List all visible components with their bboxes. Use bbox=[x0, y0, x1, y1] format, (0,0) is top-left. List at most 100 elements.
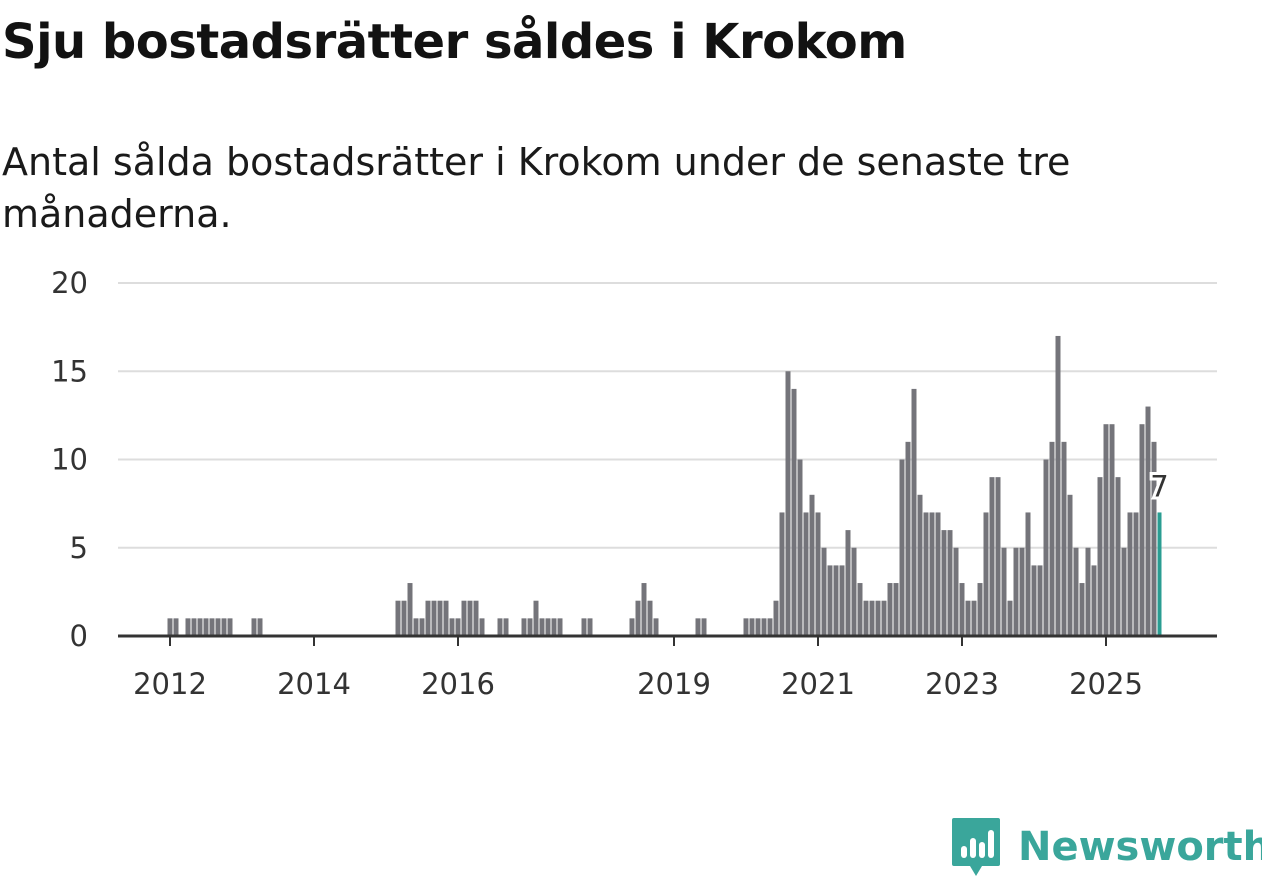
bar bbox=[461, 600, 467, 636]
x-tick-label: 2014 bbox=[277, 667, 351, 701]
bar bbox=[521, 618, 527, 636]
bar bbox=[845, 530, 851, 636]
bar bbox=[989, 477, 995, 636]
bar bbox=[839, 565, 845, 636]
bar bbox=[557, 618, 563, 636]
newsworthy-logo[interactable]: Newsworthy bbox=[950, 816, 1262, 878]
bar bbox=[809, 494, 815, 636]
bar bbox=[887, 583, 893, 636]
bar bbox=[533, 600, 539, 636]
bar bbox=[1055, 335, 1061, 636]
bar bbox=[779, 512, 785, 636]
bar bbox=[995, 477, 1001, 636]
bar bbox=[215, 618, 221, 636]
x-tick-label: 2012 bbox=[133, 667, 207, 701]
bar bbox=[971, 600, 977, 636]
bar bbox=[581, 618, 587, 636]
bar bbox=[473, 600, 479, 636]
bar bbox=[941, 530, 947, 636]
bar bbox=[1127, 512, 1133, 636]
bar bbox=[875, 600, 881, 636]
bar bbox=[869, 600, 875, 636]
bar bbox=[773, 600, 779, 636]
bar bbox=[1019, 547, 1025, 636]
bar bbox=[1133, 512, 1139, 636]
bar bbox=[959, 583, 965, 636]
bar bbox=[977, 583, 983, 636]
bar bbox=[497, 618, 503, 636]
bar bbox=[1037, 565, 1043, 636]
bar bbox=[857, 583, 863, 636]
chart-subtitle: Antal sålda bostadsrätter i Krokom under… bbox=[2, 140, 1071, 236]
x-tick-label: 2025 bbox=[1069, 667, 1143, 701]
bar bbox=[785, 371, 791, 636]
bar bbox=[539, 618, 545, 636]
bar bbox=[413, 618, 419, 636]
bar bbox=[1103, 424, 1109, 636]
x-tick-label: 2016 bbox=[421, 667, 495, 701]
bar bbox=[893, 583, 899, 636]
bar bbox=[1091, 565, 1097, 636]
bar bbox=[407, 583, 413, 636]
bar bbox=[911, 388, 917, 636]
bar bbox=[449, 618, 455, 636]
bar bbox=[965, 600, 971, 636]
bar bbox=[947, 530, 953, 636]
bar bbox=[701, 618, 707, 636]
bar bbox=[761, 618, 767, 636]
bar bbox=[551, 618, 557, 636]
x-tick-label: 2021 bbox=[781, 667, 855, 701]
bar bbox=[803, 512, 809, 636]
bar bbox=[863, 600, 869, 636]
bar bbox=[479, 618, 485, 636]
brand-name: Newsworthy bbox=[1018, 824, 1262, 870]
bar bbox=[185, 618, 191, 636]
bar bbox=[437, 600, 443, 636]
bar bbox=[395, 600, 401, 636]
bar bbox=[653, 618, 659, 636]
bar bbox=[203, 618, 209, 636]
bar bbox=[527, 618, 533, 636]
bar-chart: 0 5 10 15 20 2012 2014 2016 2019 2021 2023 2025 7 bbox=[51, 266, 1217, 701]
bar bbox=[191, 618, 197, 636]
bar bbox=[425, 600, 431, 636]
latest-value-label: 7 bbox=[1150, 469, 1168, 503]
bar bbox=[851, 547, 857, 636]
y-tick-label: 0 bbox=[70, 619, 88, 653]
bar bbox=[1043, 459, 1049, 636]
bar bbox=[587, 618, 593, 636]
bar bbox=[917, 494, 923, 636]
bar bbox=[1031, 565, 1037, 636]
y-tick-label: 15 bbox=[51, 354, 88, 388]
bar bbox=[431, 600, 437, 636]
bar bbox=[797, 459, 803, 636]
bar bbox=[935, 512, 941, 636]
bar bbox=[209, 618, 215, 636]
bar bbox=[953, 547, 959, 636]
bar bbox=[1049, 441, 1055, 636]
bar bbox=[1109, 424, 1115, 636]
bar bbox=[443, 600, 449, 636]
bar bbox=[815, 512, 821, 636]
bar bbox=[1013, 547, 1019, 636]
bar bbox=[1073, 547, 1079, 636]
bar bbox=[647, 600, 653, 636]
bar bbox=[1145, 406, 1151, 636]
bar-latest bbox=[1157, 512, 1162, 636]
bar bbox=[545, 618, 551, 636]
bar bbox=[227, 618, 233, 636]
bar bbox=[743, 618, 749, 636]
bar bbox=[173, 618, 179, 636]
axes bbox=[118, 634, 1217, 646]
bar bbox=[1097, 477, 1103, 636]
bar bbox=[827, 565, 833, 636]
bar bbox=[467, 600, 473, 636]
bar bbox=[923, 512, 929, 636]
bar bbox=[695, 618, 701, 636]
bar bbox=[1121, 547, 1127, 636]
bar bbox=[1025, 512, 1031, 636]
bar bbox=[833, 565, 839, 636]
bar bbox=[1085, 547, 1091, 636]
chart-title: Sju bostadsrätter såldes i Krokom bbox=[2, 14, 907, 70]
bar bbox=[905, 441, 911, 636]
